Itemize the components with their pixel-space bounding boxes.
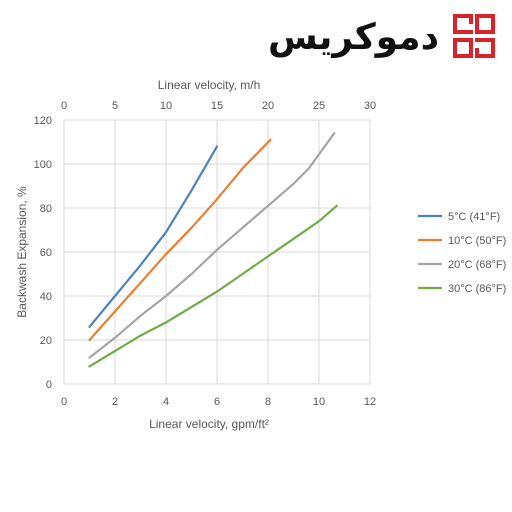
legend-label: 10°C (50°F) bbox=[448, 235, 506, 247]
legend-label: 5°C (41°F) bbox=[448, 211, 500, 223]
top-x-tick-label: 30 bbox=[364, 100, 376, 112]
series-line bbox=[88, 145, 219, 328]
y-tick-label: 40 bbox=[40, 291, 52, 303]
backwash-expansion-chart: 0 2 4 6 8 10 12 0 5 10 15 20 25 30 0 20 40 60 80 100 120 L… bbox=[15, 78, 506, 431]
y-tick-label: 100 bbox=[34, 159, 52, 171]
y-axis-ticks: 0 20 40 60 80 100 120 bbox=[34, 115, 52, 391]
grid-logo-mark-icon bbox=[453, 14, 495, 58]
top-x-tick-label: 20 bbox=[262, 100, 274, 112]
brand-logo: دموکریس bbox=[268, 14, 498, 64]
x-axis-ticks: 0 2 4 6 8 10 12 bbox=[61, 396, 376, 408]
x-tick-label: 2 bbox=[112, 396, 118, 408]
top-x-tick-label: 5 bbox=[112, 100, 118, 112]
y-tick-label: 80 bbox=[40, 203, 52, 215]
series-line bbox=[88, 138, 272, 342]
series-line bbox=[88, 132, 336, 359]
x-tick-label: 4 bbox=[163, 396, 169, 408]
x-tick-label: 0 bbox=[61, 396, 67, 408]
top-x-tick-label: 0 bbox=[61, 100, 67, 112]
top-x-tick-label: 10 bbox=[160, 100, 172, 112]
top-x-axis-label: Linear velocity, m/h bbox=[158, 78, 261, 92]
x-tick-label: 8 bbox=[265, 396, 271, 408]
logo-wordmark: دموکریس bbox=[268, 17, 440, 58]
top-x-axis-ticks: 0 5 10 15 20 25 30 bbox=[61, 100, 376, 112]
chart-legend: 5°C (41°F) 10°C (50°F) 20°C (68°F) 30°C (86… bbox=[418, 211, 506, 295]
y-tick-label: 60 bbox=[40, 247, 52, 259]
y-axis-label: Backwash Expansion, % bbox=[15, 186, 29, 318]
y-tick-label: 120 bbox=[34, 115, 52, 127]
plot-area bbox=[63, 119, 371, 385]
x-axis-label: Linear velocity, gpm/ft² bbox=[149, 417, 269, 431]
legend-label: 20°C (68°F) bbox=[448, 259, 506, 271]
chart-grid bbox=[63, 119, 371, 385]
y-tick-label: 0 bbox=[46, 379, 52, 391]
y-tick-label: 20 bbox=[40, 335, 52, 347]
x-tick-label: 12 bbox=[364, 396, 376, 408]
x-tick-label: 6 bbox=[214, 396, 220, 408]
top-x-tick-label: 25 bbox=[313, 100, 325, 112]
series-line bbox=[88, 204, 338, 368]
top-x-tick-label: 15 bbox=[211, 100, 223, 112]
series-layer bbox=[88, 132, 338, 368]
x-tick-label: 10 bbox=[313, 396, 325, 408]
legend-label: 30°C (86°F) bbox=[448, 283, 506, 295]
